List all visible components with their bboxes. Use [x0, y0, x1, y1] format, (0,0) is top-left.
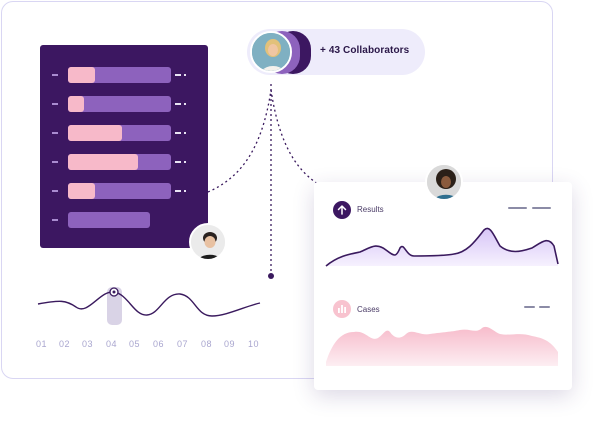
timeline-label[interactable]: 07 — [177, 339, 189, 349]
dash-marker — [175, 74, 181, 76]
cases-title: Cases — [357, 305, 380, 314]
bar-panel — [40, 45, 208, 248]
timeline-label[interactable]: 05 — [129, 339, 141, 349]
bar-fill — [68, 125, 122, 141]
dot-marker — [184, 190, 186, 192]
arrow-up-icon — [333, 201, 351, 219]
timeline-label[interactable]: 10 — [248, 339, 260, 349]
dash-marker — [175, 132, 181, 134]
dot-marker — [184, 161, 186, 163]
bar-fill — [68, 96, 85, 112]
dash-marker — [175, 190, 181, 192]
dash-marker — [508, 207, 527, 209]
bar-chart-icon — [333, 300, 351, 318]
timeline-highlight[interactable] — [107, 287, 122, 325]
timeline-label[interactable]: 08 — [201, 339, 213, 349]
avatar — [250, 31, 292, 73]
results-card: Results Cases — [314, 182, 572, 390]
results-line-chart — [325, 227, 559, 366]
bar-track — [68, 67, 171, 83]
results-title: Results — [357, 205, 384, 214]
dash-marker — [532, 207, 551, 209]
dot-marker — [184, 103, 186, 105]
dash-marker — [52, 103, 58, 105]
avatar — [189, 223, 227, 261]
bar-row — [40, 154, 208, 170]
bar-track — [68, 212, 150, 228]
timeline-label[interactable]: 09 — [224, 339, 236, 349]
timeline-label[interactable]: 02 — [59, 339, 71, 349]
avatar — [425, 163, 463, 201]
dot-marker — [184, 74, 186, 76]
dash-marker — [175, 161, 181, 163]
bar-track — [68, 96, 171, 112]
bar-track — [68, 125, 171, 141]
timeline-label[interactable]: 03 — [82, 339, 94, 349]
bar-row — [40, 125, 208, 141]
dash-marker — [52, 132, 58, 134]
timeline-label[interactable]: 06 — [153, 339, 165, 349]
bar-fill — [68, 183, 95, 199]
bar-fill — [68, 154, 139, 170]
bar-fill — [68, 67, 95, 83]
collaborators-count: + 43 Collaborators — [320, 45, 410, 56]
bar-row — [40, 212, 208, 228]
timeline-label[interactable]: 01 — [36, 339, 48, 349]
dash-marker — [52, 161, 58, 163]
dot-marker — [184, 132, 186, 134]
dash-marker — [524, 306, 535, 308]
dash-marker — [175, 103, 181, 105]
bar-row — [40, 96, 208, 112]
bar-track — [68, 183, 171, 199]
bar-row — [40, 183, 208, 199]
dash-marker — [52, 219, 58, 221]
dash-marker — [52, 74, 58, 76]
timeline-label[interactable]: 04 — [106, 339, 118, 349]
dash-marker — [52, 190, 58, 192]
bar-track — [68, 154, 171, 170]
dash-marker — [539, 306, 550, 308]
bar-row — [40, 67, 208, 83]
